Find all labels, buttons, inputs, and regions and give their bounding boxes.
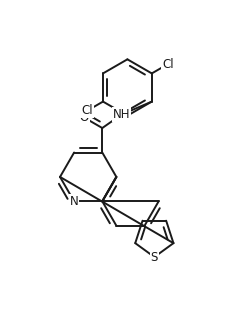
Text: Cl: Cl (162, 58, 173, 71)
Text: N: N (70, 195, 78, 208)
Text: NH: NH (113, 108, 130, 121)
Text: Cl: Cl (81, 104, 93, 117)
Text: O: O (80, 111, 89, 124)
Text: S: S (151, 251, 158, 263)
